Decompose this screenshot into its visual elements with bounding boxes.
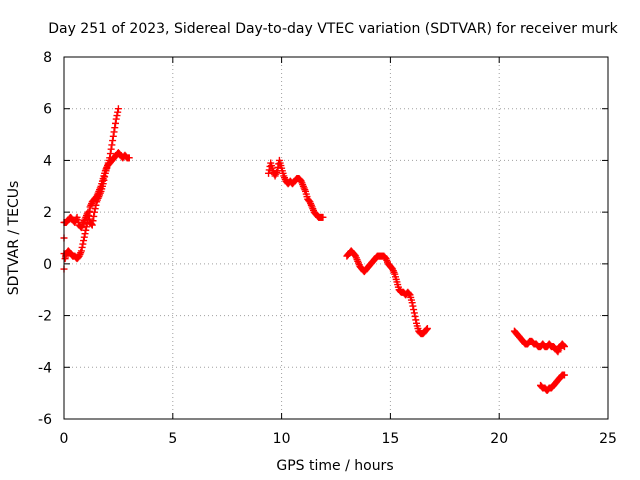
x-axis-ticks: 0 5 10 15 20 25 [60, 57, 617, 447]
data-point [423, 325, 431, 333]
data-point [84, 208, 92, 216]
y-tick-label: -6 [38, 412, 52, 428]
plot-frame [63, 56, 609, 420]
data-point [90, 208, 98, 216]
data-point [88, 220, 96, 228]
data-point [89, 217, 97, 225]
y-axis-label: SDTVAR / TECUs [6, 181, 22, 296]
data-point [85, 215, 93, 223]
data-point [114, 105, 122, 113]
data-point [80, 233, 88, 241]
data-point [81, 230, 89, 238]
data-point [108, 141, 116, 149]
data-point [410, 306, 418, 314]
data-point [111, 124, 119, 132]
data-point [106, 150, 114, 158]
data-point [410, 309, 418, 317]
x-tick-label: 20 [490, 431, 508, 447]
chart-title: Day 251 of 2023, Sidereal Day-to-day VTE… [48, 21, 618, 37]
x-tick-label: 5 [168, 431, 177, 447]
y-tick-label: 6 [43, 102, 52, 118]
data-points [60, 105, 568, 395]
data-point [82, 223, 90, 231]
data-point [560, 343, 568, 351]
data-point [412, 316, 420, 324]
data-point [82, 226, 90, 234]
y-tick-label: 0 [43, 257, 52, 273]
y-tick-label: -4 [38, 360, 52, 376]
data-point [112, 115, 120, 123]
x-tick-label: 10 [273, 431, 291, 447]
data-point [83, 219, 91, 227]
data-point [109, 132, 117, 140]
data-point [84, 216, 92, 224]
data-point [408, 299, 416, 307]
data-point [111, 119, 119, 127]
data-point [85, 207, 93, 215]
data-point [125, 154, 133, 162]
data-point [411, 312, 419, 320]
data-point [409, 302, 417, 310]
x-tick-label: 15 [381, 431, 399, 447]
data-point [88, 221, 96, 229]
data-point [78, 243, 86, 251]
data-point [114, 108, 122, 116]
x-tick-label: 0 [60, 431, 69, 447]
y-axis-ticks: -6 -4 -2 0 2 4 6 8 [38, 50, 608, 428]
y-tick-label: 4 [43, 153, 52, 169]
data-point [79, 240, 87, 248]
data-point [113, 112, 121, 120]
y-tick-label: 2 [43, 205, 52, 221]
data-point [107, 145, 115, 153]
x-axis-label: GPS time / hours [276, 458, 393, 474]
data-point [80, 237, 88, 245]
data-point [423, 325, 431, 332]
data-point [319, 213, 327, 221]
y-tick-label: -2 [38, 309, 52, 325]
data-point [265, 169, 273, 177]
data-point [110, 128, 118, 136]
data-point [109, 137, 117, 145]
data-point [85, 212, 93, 220]
y-tick-label: 8 [43, 50, 52, 66]
data-point [77, 247, 85, 255]
data-point [405, 290, 413, 298]
grid-lines [64, 57, 608, 419]
data-point [560, 342, 568, 350]
data-point [560, 371, 568, 379]
data-point [90, 212, 98, 220]
data-point [91, 205, 99, 213]
x-tick-label: 25 [599, 431, 617, 447]
